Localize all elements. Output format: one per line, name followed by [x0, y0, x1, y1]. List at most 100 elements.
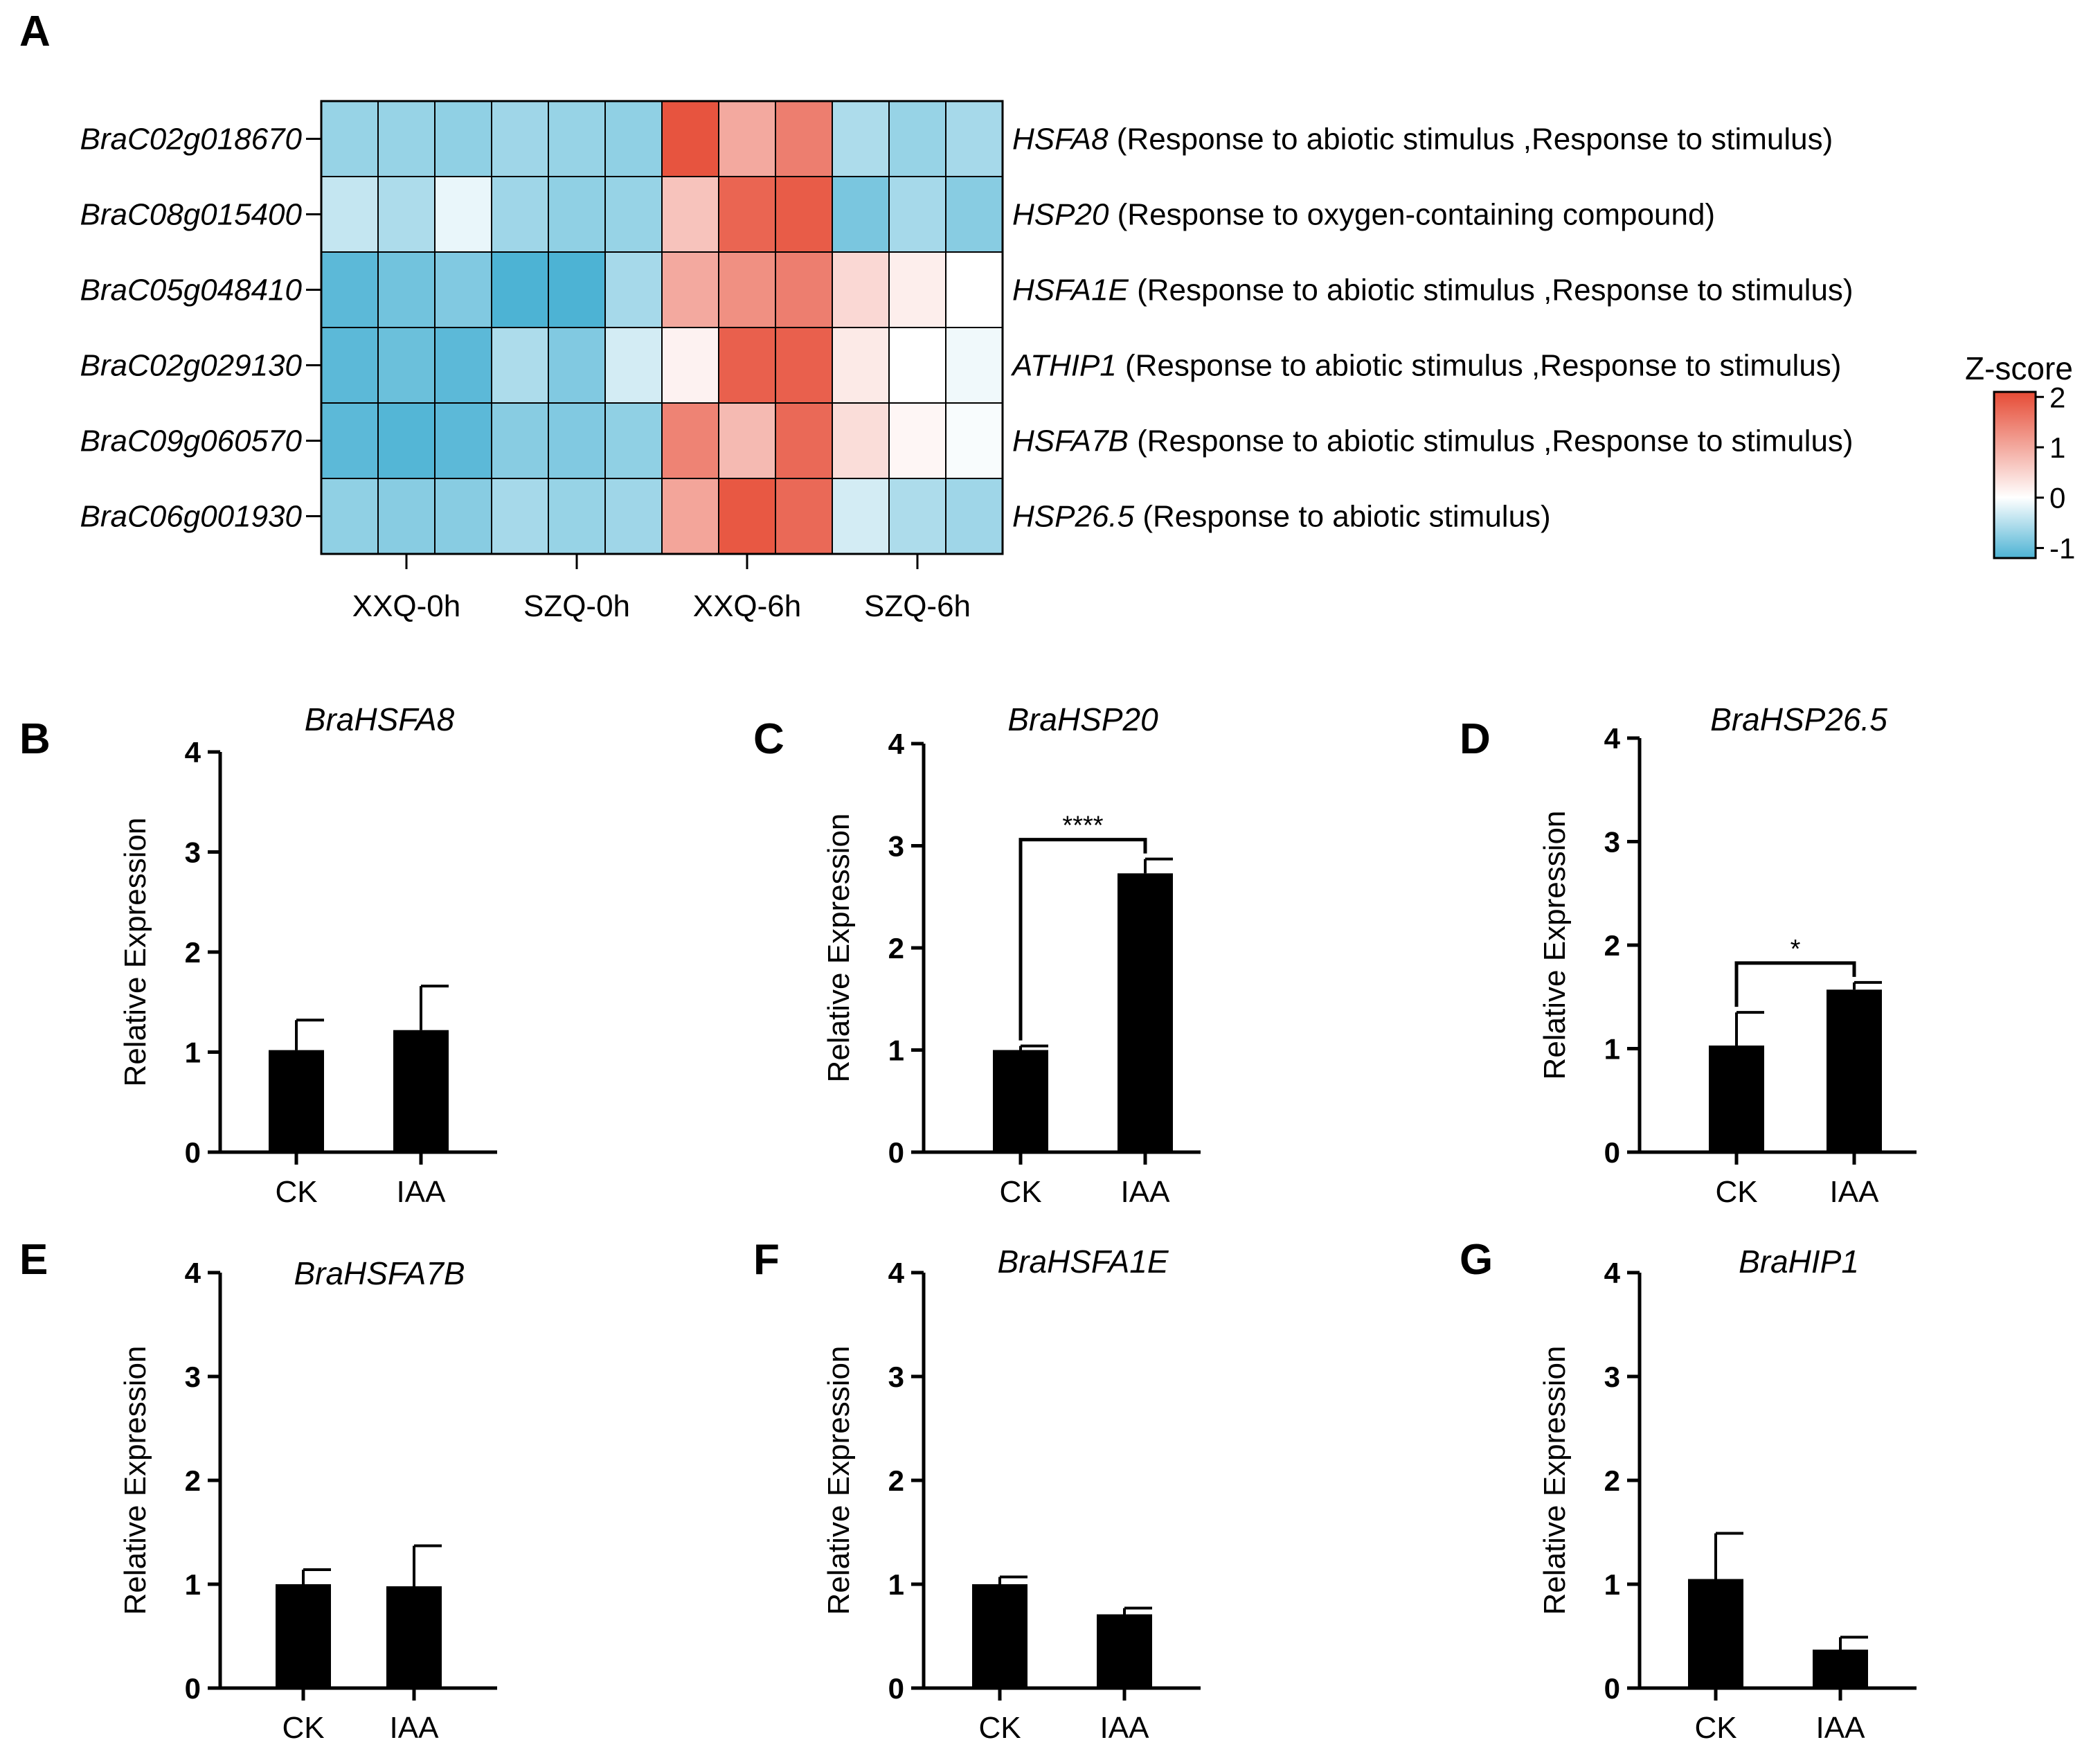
heatmap-cell — [775, 327, 833, 404]
heatmap-cell — [888, 251, 946, 328]
y-tick-label: 4 — [185, 1257, 201, 1289]
heatmap-cell — [377, 402, 436, 479]
heatmap-cell — [434, 327, 492, 404]
heatmap-cell — [888, 327, 946, 404]
y-tick-label: 2 — [1604, 929, 1620, 962]
x-tick-label: CK — [1694, 1711, 1736, 1745]
heatmap-cell — [604, 327, 663, 404]
bar — [1097, 1614, 1152, 1688]
row-gene-name: HSFA8 — [1012, 123, 1109, 156]
y-tick-label: 2 — [185, 1464, 201, 1497]
y-tick-label: 1 — [888, 1568, 904, 1601]
row-go-term: (Response to oxygen-containing compound) — [1109, 198, 1715, 232]
colorbar-tick-label: 1 — [2049, 431, 2065, 464]
significance-label: **** — [1062, 811, 1103, 841]
panel-label-a: A — [19, 8, 51, 55]
heatmap-cell — [661, 478, 719, 555]
row-go-term: (Response to abiotic stimulus ,Response … — [1129, 273, 1854, 307]
bar — [993, 1050, 1048, 1152]
bar-charts: B BraHSFA8 0 1 2 3 4 Relative Expression CK IAA C B… — [19, 701, 1917, 1745]
y-tick-label: 0 — [185, 1672, 201, 1705]
bar — [1827, 989, 1882, 1152]
y-axis-label: Relative Expression — [822, 814, 856, 1083]
chart-title: BraHSP26.5 — [1710, 701, 1887, 737]
heatmap-cell — [548, 251, 606, 328]
heatmap-cell — [377, 100, 436, 177]
heatmap-cell — [321, 251, 379, 328]
y-tick-label: 0 — [888, 1672, 904, 1705]
heatmap-cell — [945, 100, 1003, 177]
heatmap-cell — [775, 251, 833, 328]
y-tick-label: 1 — [185, 1568, 201, 1601]
panel-label: F — [753, 1236, 780, 1284]
bar — [972, 1584, 1027, 1688]
x-tick-label: IAA — [1816, 1711, 1866, 1745]
heatmap-cell — [888, 402, 946, 479]
y-axis-label: Relative Expression — [1538, 811, 1572, 1080]
bar-chart-panel: G BraHIP1 0 1 2 3 4 Relative Expression CK IAA — [1460, 1236, 1917, 1745]
heatmap-cell — [832, 327, 890, 404]
y-tick-label: 3 — [185, 1361, 201, 1393]
chart-title: BraHSP20 — [1007, 701, 1158, 737]
y-tick-label: 4 — [1604, 722, 1621, 755]
y-tick-label: 0 — [1604, 1136, 1620, 1169]
heatmap-cell — [377, 327, 436, 404]
heatmap-cell — [321, 478, 379, 555]
y-tick-label: 1 — [1604, 1033, 1620, 1066]
y-tick-label: 4 — [1604, 1257, 1621, 1289]
panel-label: D — [1460, 715, 1491, 763]
heatmap-cell — [945, 402, 1003, 479]
heatmap-column-groups: XXQ-0h SZQ-0h XXQ-6h SZQ-6h — [352, 554, 971, 623]
y-tick-label: 0 — [1604, 1672, 1620, 1705]
bar — [276, 1584, 331, 1688]
y-tick-label: 2 — [888, 932, 904, 965]
column-group-label: XXQ-6h — [693, 589, 802, 623]
colorbar-tick-label: 0 — [2049, 482, 2065, 514]
row-gene-name: HSFA1E — [1012, 273, 1129, 307]
heatmap-cell — [775, 478, 833, 555]
y-tick-label: 4 — [185, 736, 201, 769]
y-tick-label: 1 — [185, 1037, 201, 1069]
bar-chart-panel: F BraHSFA1E 0 1 2 3 4 Relative Expression CK IAA — [753, 1236, 1201, 1745]
chart-title: BraHSFA1E — [997, 1244, 1169, 1280]
panel-label: G — [1460, 1236, 1493, 1284]
row-description: HSP20 (Response to oxygen-containing com… — [1012, 198, 1715, 232]
heatmap-cell — [832, 100, 890, 177]
y-axis-label: Relative Expression — [118, 1346, 152, 1615]
x-tick-label: IAA — [390, 1711, 440, 1745]
significance-bracket — [1734, 961, 1856, 1007]
colorbar-tick-label: 2 — [2049, 381, 2065, 413]
row-gene-label: BraC05g048410 — [80, 273, 303, 307]
heatmap-cell — [604, 176, 663, 253]
heatmap-cell — [321, 176, 379, 253]
row-gene-label: BraC09g060570 — [80, 424, 303, 458]
heatmap-cell — [775, 100, 833, 177]
heatmap-row-labels: BraC02g018670 BraC08g015400 BraC05g048410 B… — [80, 123, 321, 534]
heatmap-cell — [434, 478, 492, 555]
y-tick-label: 3 — [1604, 1361, 1620, 1393]
heatmap-cell — [491, 100, 549, 177]
heatmap-cell — [718, 251, 776, 328]
heatmap-cell — [888, 478, 946, 555]
heatmap-cell — [548, 478, 606, 555]
bar — [1118, 873, 1173, 1152]
y-axis-label: Relative Expression — [1538, 1346, 1572, 1615]
x-tick-label: IAA — [1830, 1175, 1880, 1209]
colorbar-title: Z-score — [1965, 350, 2073, 386]
heatmap-cell — [548, 100, 606, 177]
y-tick-label: 3 — [888, 1361, 904, 1393]
heatmap-cell — [718, 176, 776, 253]
heatmap-cell — [548, 327, 606, 404]
heatmap-cell — [945, 176, 1003, 253]
heatmap-cell — [434, 402, 492, 479]
bar-chart-panel: D BraHSP26.5 0 1 2 3 4 Relative Expression CK IAA… — [1460, 701, 1917, 1209]
bar — [386, 1586, 442, 1688]
heatmap-cell — [604, 478, 663, 555]
bar — [393, 1030, 449, 1152]
bar-chart-panel: E BraHSFA7B 0 1 2 3 4 Relative Expression CK IAA — [19, 1236, 497, 1745]
row-description: ATHIP1 (Response to abiotic stimulus ,Re… — [1010, 349, 1841, 383]
heatmap-cell — [945, 478, 1003, 555]
x-tick-label: CK — [999, 1175, 1041, 1209]
heatmap-cell — [832, 478, 890, 555]
y-tick-label: 3 — [888, 830, 904, 863]
